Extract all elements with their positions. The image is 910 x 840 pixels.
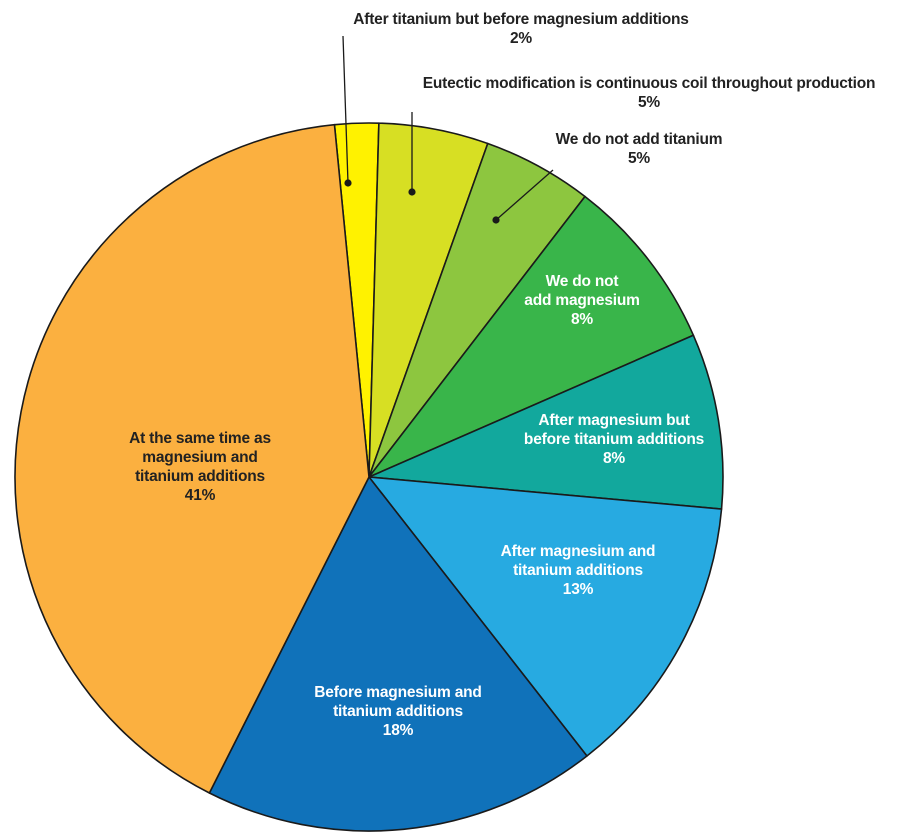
slice-name-label: add magnesium <box>524 292 639 309</box>
slice-value-label: 8% <box>603 450 625 467</box>
slice-name-label: titanium additions <box>135 468 265 485</box>
pie-label-no-magnesium: We do not add magnesium 8% <box>524 273 639 328</box>
pie-label-after-magnesium-before-titanium: After magnesium but before titanium addit… <box>524 412 704 467</box>
slice-name-label: titanium additions <box>513 562 643 579</box>
pie-label-after-titanium-before-magnesium: After titanium but before magnesium addi… <box>353 11 688 47</box>
pie-leader-lines <box>342 35 554 224</box>
leader-line-after-titanium-before-magnesium <box>342 35 349 184</box>
leader-dot-eutectic-continuous-coil <box>408 188 416 196</box>
slice-name-label: titanium additions <box>333 703 463 720</box>
pie-label-same-time-as-magnesium-and-titanium: At the same time as magnesium and titanium… <box>129 430 271 504</box>
slice-name-label: magnesium and <box>142 449 257 466</box>
slice-name-label: Before magnesium and <box>314 684 481 701</box>
slice-value-label: 5% <box>628 150 650 167</box>
leader-dot-after-titanium-before-magnesium <box>344 179 352 187</box>
slice-name-label: Eutectic modification is continuous coil… <box>423 75 876 92</box>
pie-slice-no-magnesium <box>368 195 695 478</box>
pie-slice-after-magnesium-before-titanium <box>368 334 724 510</box>
pie-slices <box>14 122 724 832</box>
slice-name-label: At the same time as <box>129 430 271 447</box>
pie-label-eutectic-continuous-coil: Eutectic modification is continuous coil… <box>423 75 876 111</box>
pie-slice-before-magnesium-and-titanium <box>208 476 588 832</box>
slice-name-label: We do not add titanium <box>556 131 723 148</box>
slice-value-label: 18% <box>383 722 414 739</box>
pie-labels: After titanium but before magnesium addi… <box>129 11 875 739</box>
slice-name-label: After magnesium but <box>538 412 689 429</box>
pie-label-no-titanium: We do not add titanium 5% <box>556 131 723 167</box>
slice-value-label: 41% <box>185 487 216 504</box>
pie-slice-same-time-as-magnesium-and-titanium <box>14 123 370 794</box>
slice-value-label: 5% <box>638 94 660 111</box>
pie-label-before-magnesium-and-titanium: Before magnesium and titanium additions 18… <box>314 684 481 739</box>
slice-name-label: After titanium but before magnesium addi… <box>353 11 688 28</box>
slice-value-label: 13% <box>563 581 594 598</box>
pie-label-after-magnesium-and-titanium: After magnesium and titanium additions 13% <box>501 543 656 598</box>
pie-slice-after-magnesium-and-titanium <box>368 476 723 757</box>
leader-line-no-titanium <box>495 169 554 221</box>
slice-name-label: We do not <box>546 273 619 290</box>
leader-dot-no-titanium <box>492 216 500 224</box>
slice-value-label: 8% <box>571 311 593 328</box>
slice-name-label: After magnesium and <box>501 543 656 560</box>
slice-name-label: before titanium additions <box>524 431 704 448</box>
slice-value-label: 2% <box>510 30 532 47</box>
